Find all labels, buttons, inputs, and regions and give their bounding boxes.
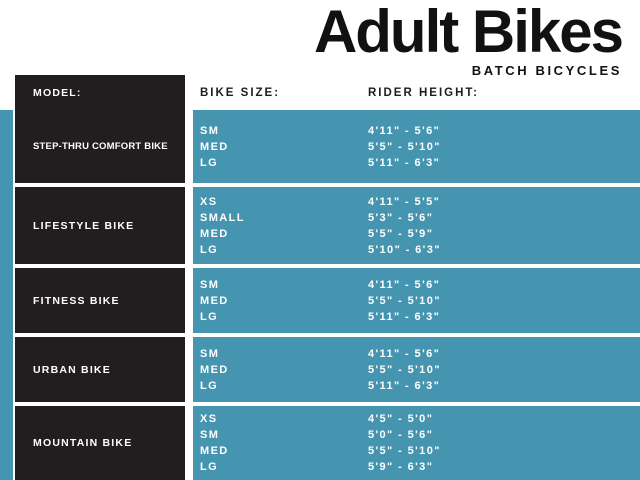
- size-height-line: MED 5'5" - 5'10": [200, 443, 640, 459]
- table-row: LIFESTYLE BIKE XS 4'11" - 5'5" SMALL 5'3" -…: [15, 187, 640, 264]
- column-gap: [185, 110, 193, 183]
- table-row: FITNESS BIKE SM 4'11" - 5'6" MED 5'5" - 5'1…: [15, 268, 640, 333]
- size-height-line: SMALL 5'3" - 5'6": [200, 210, 640, 226]
- size-height-line: LG 5'11" - 6'3": [200, 378, 640, 394]
- bike-size-value: MED: [200, 227, 229, 240]
- rider-height-value: 5'5" - 5'10": [368, 294, 441, 307]
- model-header-cell: MODEL:: [15, 75, 185, 110]
- row-lines: SM 4'11" - 5'6" MED 5'5" - 5'10" LG 5'11" - 6…: [193, 110, 640, 183]
- rider-height-value: 5'10" - 6'3": [368, 243, 441, 256]
- bike-size-value: SM: [200, 124, 220, 137]
- bike-size-value: LG: [200, 310, 219, 323]
- size-height-line: MED 5'5" - 5'10": [200, 139, 640, 155]
- row-lines: SM 4'11" - 5'6" MED 5'5" - 5'10" LG 5'11" - 6…: [193, 337, 640, 402]
- row-lines: XS 4'11" - 5'5" SMALL 5'3" - 5'6" MED 5'5" - …: [193, 187, 640, 264]
- left-accent-stripe: [0, 110, 13, 480]
- rider-height-value: 4'11" - 5'5": [368, 195, 441, 208]
- bike-size-value: LG: [200, 461, 219, 473]
- column-gap: [185, 75, 193, 110]
- rider-height-value: 5'3" - 5'6": [368, 211, 434, 224]
- rider-height-value: 5'9" - 6'3": [368, 461, 434, 473]
- table-row: URBAN BIKE SM 4'11" - 5'6" MED 5'5" - 5'10"…: [15, 337, 640, 402]
- model-header-label: MODEL:: [33, 86, 82, 99]
- model-cell: LIFESTYLE BIKE: [15, 187, 185, 264]
- model-cell: STEP-THRU COMFORT BIKE: [15, 110, 185, 183]
- row-lines: SM 4'11" - 5'6" MED 5'5" - 5'10" LG 5'11" - 6…: [193, 268, 640, 333]
- bike-size-value: SM: [200, 347, 220, 360]
- size-height-line: SM 4'11" - 5'6": [200, 123, 640, 139]
- column-gap: [185, 187, 193, 264]
- size-height-line: XS 4'11" - 5'5": [200, 194, 640, 210]
- model-cell-label: FITNESS BIKE: [33, 294, 120, 307]
- size-chart-table: MODEL: BIKE SIZE: RIDER HEIGHT: STEP-THR…: [15, 75, 640, 480]
- size-height-line: XS 4'5" - 5'0": [200, 411, 640, 427]
- rider-height-header: RIDER HEIGHT:: [368, 86, 479, 99]
- bike-size-value: SM: [200, 429, 220, 441]
- bike-size-value: MED: [200, 445, 229, 457]
- size-height-line: LG 5'9" - 6'3": [200, 459, 640, 475]
- column-gap: [185, 337, 193, 402]
- model-cell: FITNESS BIKE: [15, 268, 185, 333]
- bike-size-value: MED: [200, 140, 229, 153]
- rider-height-value: 4'11" - 5'6": [368, 124, 441, 137]
- table-header-row: MODEL: BIKE SIZE: RIDER HEIGHT:: [15, 75, 640, 110]
- model-cell-label: STEP-THRU COMFORT BIKE: [33, 141, 168, 152]
- size-height-line: SM 4'11" - 5'6": [200, 277, 640, 293]
- title-block: Adult Bikes BATCH BICYCLES: [313, 0, 624, 79]
- size-height-line: MED 5'5" - 5'10": [200, 293, 640, 309]
- header-labels: BIKE SIZE: RIDER HEIGHT:: [193, 75, 640, 110]
- bike-size-value: XS: [200, 195, 218, 208]
- size-height-line: SM 4'11" - 5'6": [200, 346, 640, 362]
- table-rows: STEP-THRU COMFORT BIKE SM 4'11" - 5'6" MED…: [15, 110, 640, 480]
- bike-size-value: LG: [200, 243, 219, 256]
- column-gap: [185, 268, 193, 333]
- bike-size-value: MED: [200, 294, 229, 307]
- bike-size-value: MED: [200, 363, 229, 376]
- rider-height-value: 5'11" - 6'3": [368, 379, 441, 392]
- row-lines: XS 4'5" - 5'0" SM 5'0" - 5'6" MED 5'5" - 5'10…: [193, 406, 640, 480]
- model-cell: MOUNTAIN BIKE: [15, 406, 185, 480]
- rider-height-value: 5'5" - 5'10": [368, 445, 441, 457]
- bike-size-value: SMALL: [200, 211, 245, 224]
- rider-height-value: 5'5" - 5'9": [368, 227, 434, 240]
- model-cell-label: URBAN BIKE: [33, 363, 111, 376]
- bike-size-value: SM: [200, 278, 220, 291]
- table-row: MOUNTAIN BIKE XS 4'5" - 5'0" SM 5'0" - 5'6"…: [15, 406, 640, 480]
- rider-height-value: 5'5" - 5'10": [368, 363, 441, 376]
- model-cell-label: MOUNTAIN BIKE: [33, 437, 133, 449]
- rider-height-value: 5'11" - 6'3": [368, 310, 441, 323]
- size-height-line: LG 5'10" - 6'3": [200, 242, 640, 258]
- column-gap: [185, 406, 193, 480]
- rider-height-value: 4'11" - 5'6": [368, 278, 441, 291]
- size-height-line: MED 5'5" - 5'9": [200, 226, 640, 242]
- rider-height-value: 5'5" - 5'10": [368, 140, 441, 153]
- size-height-line: LG 5'11" - 6'3": [200, 155, 640, 171]
- rider-height-value: 4'11" - 5'6": [368, 347, 441, 360]
- table-row: STEP-THRU COMFORT BIKE SM 4'11" - 5'6" MED…: [15, 110, 640, 183]
- page-title: Adult Bikes: [313, 0, 624, 65]
- bike-size-value: XS: [200, 413, 218, 425]
- size-height-line: SM 5'0" - 5'6": [200, 427, 640, 443]
- size-height-line: MED 5'5" - 5'10": [200, 362, 640, 378]
- page-subtitle: BATCH BICYCLES: [471, 63, 622, 78]
- rider-height-value: 5'11" - 6'3": [368, 156, 441, 169]
- bike-size-value: LG: [200, 156, 219, 169]
- model-cell: URBAN BIKE: [15, 337, 185, 402]
- bike-size-value: LG: [200, 379, 219, 392]
- size-height-line: LG 5'11" - 6'3": [200, 309, 640, 325]
- model-cell-label: LIFESTYLE BIKE: [33, 219, 135, 232]
- rider-height-value: 4'5" - 5'0": [368, 413, 434, 425]
- rider-height-value: 5'0" - 5'6": [368, 429, 434, 441]
- bike-size-header: BIKE SIZE:: [200, 86, 281, 99]
